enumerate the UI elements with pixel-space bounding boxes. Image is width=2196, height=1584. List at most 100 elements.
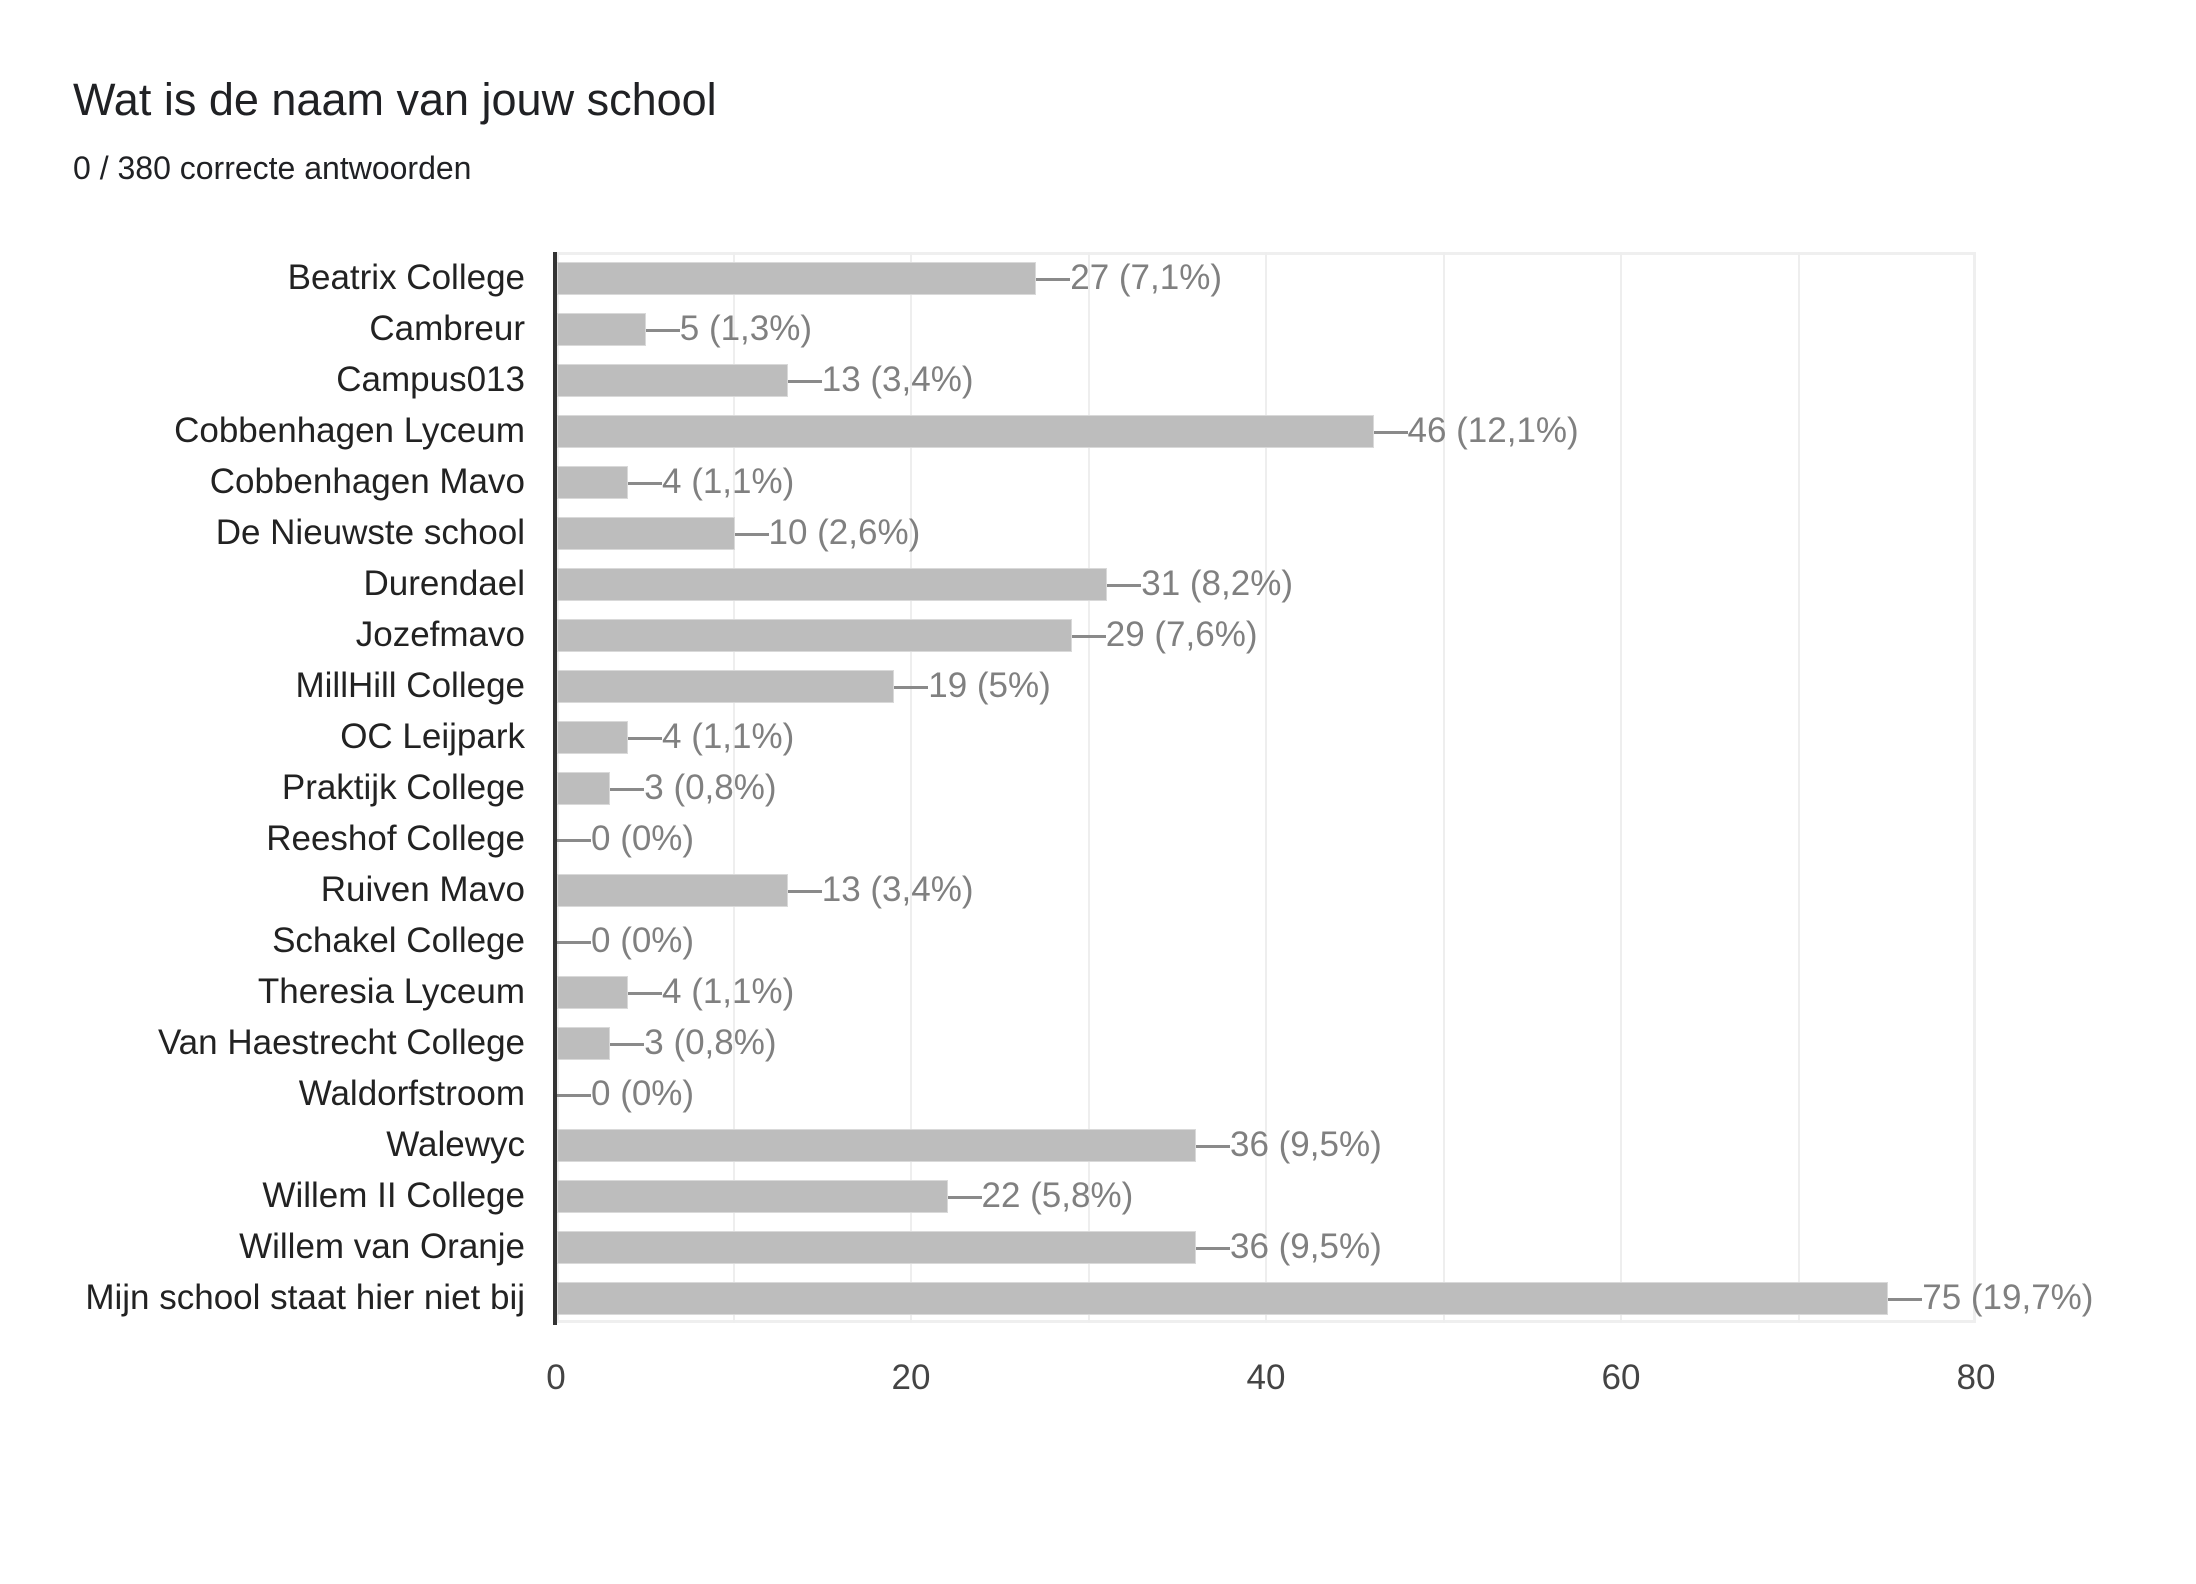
value-label: 29 (7,6%) — [1105, 615, 1258, 654]
value-label: 36 (9,5%) — [1230, 1227, 1382, 1266]
bar — [557, 1282, 1889, 1315]
bar-row: Cambreur 5 (1,3%) — [0, 303, 2196, 354]
value-label: 5 (1,3%) — [679, 309, 813, 348]
bar-row: Willem II College 22 (5,8%) — [0, 1170, 2196, 1221]
value-label: 3 (0,8%) — [644, 1023, 777, 1062]
bar-row: Waldorfstroom 0 (0%) — [0, 1068, 2196, 1119]
value-label: 75 (19,7%) — [1922, 1278, 2094, 1317]
category-label: Ruiven Mavo — [320, 870, 525, 909]
bar-row: MillHill College 19 (5%) — [0, 660, 2196, 711]
bar — [557, 262, 1037, 295]
category-label: Willem van Oranje — [239, 1227, 525, 1266]
bar-row: Cobbenhagen Lyceum 46 (12,1%) — [0, 405, 2196, 456]
bar — [557, 415, 1374, 448]
bar — [557, 1027, 611, 1060]
label-leader-line — [947, 1196, 982, 1199]
category-label: Walewyc — [386, 1125, 525, 1164]
label-leader-line — [894, 686, 929, 689]
label-leader-line — [787, 890, 822, 893]
x-tick-label: 40 — [1246, 1358, 1286, 1397]
bar-row: Theresia Lyceum 4 (1,1%) — [0, 966, 2196, 1017]
category-label: Cobbenhagen Lyceum — [174, 411, 525, 450]
value-label: 27 (7,1%) — [1070, 258, 1222, 297]
x-tick-label: 80 — [1956, 1358, 1996, 1397]
bar-row: Ruiven Mavo 13 (3,4%) — [0, 864, 2196, 915]
label-leader-line — [1196, 1247, 1230, 1250]
gridline — [1797, 252, 1800, 1323]
bar-row: Walewyc 36 (9,5%) — [0, 1119, 2196, 1170]
category-label: De Nieuwste school — [215, 513, 525, 552]
bar — [557, 466, 628, 499]
category-label: OC Leijpark — [340, 717, 525, 756]
label-leader-line — [734, 533, 769, 536]
bar-row: Durendael 31 (8,2%) — [0, 558, 2196, 609]
category-label: MillHill College — [295, 666, 526, 705]
bar-row: Reeshof College 0 (0%) — [0, 813, 2196, 864]
label-leader-line — [645, 329, 680, 332]
value-label: 22 (5,8%) — [981, 1176, 1134, 1215]
value-label: 0 (0%) — [591, 819, 695, 858]
bar — [557, 772, 611, 805]
value-label: 4 (1,1%) — [662, 717, 795, 756]
value-label: 13 (3,4%) — [821, 870, 974, 909]
bar-row: Campus013 13 (3,4%) — [0, 354, 2196, 405]
value-label: 4 (1,1%) — [662, 972, 795, 1011]
value-label: 3 (0,8%) — [644, 768, 777, 807]
bar-row: Beatrix College 27 (7,1%) — [0, 252, 2196, 303]
bar — [557, 313, 646, 346]
bar-row: Mijn school staat hier niet bij 75 (19,7%… — [0, 1272, 2196, 1323]
category-label: Schakel College — [272, 921, 525, 960]
label-leader-line — [1373, 431, 1408, 434]
bar-row: De Nieuwste school 10 (2,6%) — [0, 507, 2196, 558]
bar — [557, 721, 628, 754]
label-leader-line — [1888, 1298, 1923, 1301]
x-tick-label: 20 — [891, 1358, 931, 1397]
bar-row: OC Leijpark 4 (1,1%) — [0, 711, 2196, 762]
bar-row: Jozefmavo 29 (7,6%) — [0, 609, 2196, 660]
label-leader-line — [628, 737, 662, 740]
category-label: Cobbenhagen Mavo — [209, 462, 525, 501]
category-label: Campus013 — [336, 360, 525, 399]
label-leader-line — [628, 482, 662, 485]
value-label: 31 (8,2%) — [1141, 564, 1293, 603]
label-leader-line — [1196, 1145, 1230, 1148]
label-leader-line — [557, 839, 591, 842]
bar-row: Schakel College 0 (0%) — [0, 915, 2196, 966]
bar — [557, 517, 735, 550]
bar — [557, 874, 788, 907]
bar-row: Cobbenhagen Mavo 4 (1,1%) — [0, 456, 2196, 507]
gridline — [732, 252, 735, 1323]
label-leader-line — [610, 1043, 645, 1046]
chart-title: Wat is de naam van jouw school — [73, 74, 717, 125]
bar — [557, 364, 788, 397]
label-leader-line — [557, 941, 591, 944]
category-label: Beatrix College — [287, 258, 525, 297]
y-axis-line — [553, 252, 557, 1325]
value-label: 4 (1,1%) — [662, 462, 795, 501]
bar — [557, 1180, 948, 1213]
category-label: Jozefmavo — [355, 615, 525, 654]
gridline — [1620, 252, 1622, 1323]
label-leader-line — [628, 992, 662, 995]
value-label: 10 (2,6%) — [768, 513, 921, 552]
chart-subtitle: 0 / 380 correcte antwoorden — [73, 150, 472, 186]
label-leader-line — [1071, 635, 1106, 638]
bar — [557, 619, 1072, 652]
label-leader-line — [1036, 278, 1071, 281]
bar — [557, 670, 895, 703]
category-label: Mijn school staat hier niet bij — [85, 1278, 525, 1317]
category-label: Praktijk College — [281, 768, 525, 807]
bar-row: Willem van Oranje 36 (9,5%) — [0, 1221, 2196, 1272]
gridline — [1442, 252, 1445, 1323]
value-label: 0 (0%) — [591, 921, 695, 960]
label-leader-line — [557, 1094, 591, 1097]
category-label: Cambreur — [369, 309, 525, 348]
category-label: Willem II College — [262, 1176, 525, 1215]
category-label: Durendael — [363, 564, 526, 603]
value-label: 46 (12,1%) — [1407, 411, 1579, 450]
bar-row: Van Haestrecht College 3 (0,8%) — [0, 1017, 2196, 1068]
bar — [557, 976, 628, 1009]
bar-row: Praktijk College 3 (0,8%) — [0, 762, 2196, 813]
label-leader-line — [787, 380, 822, 383]
